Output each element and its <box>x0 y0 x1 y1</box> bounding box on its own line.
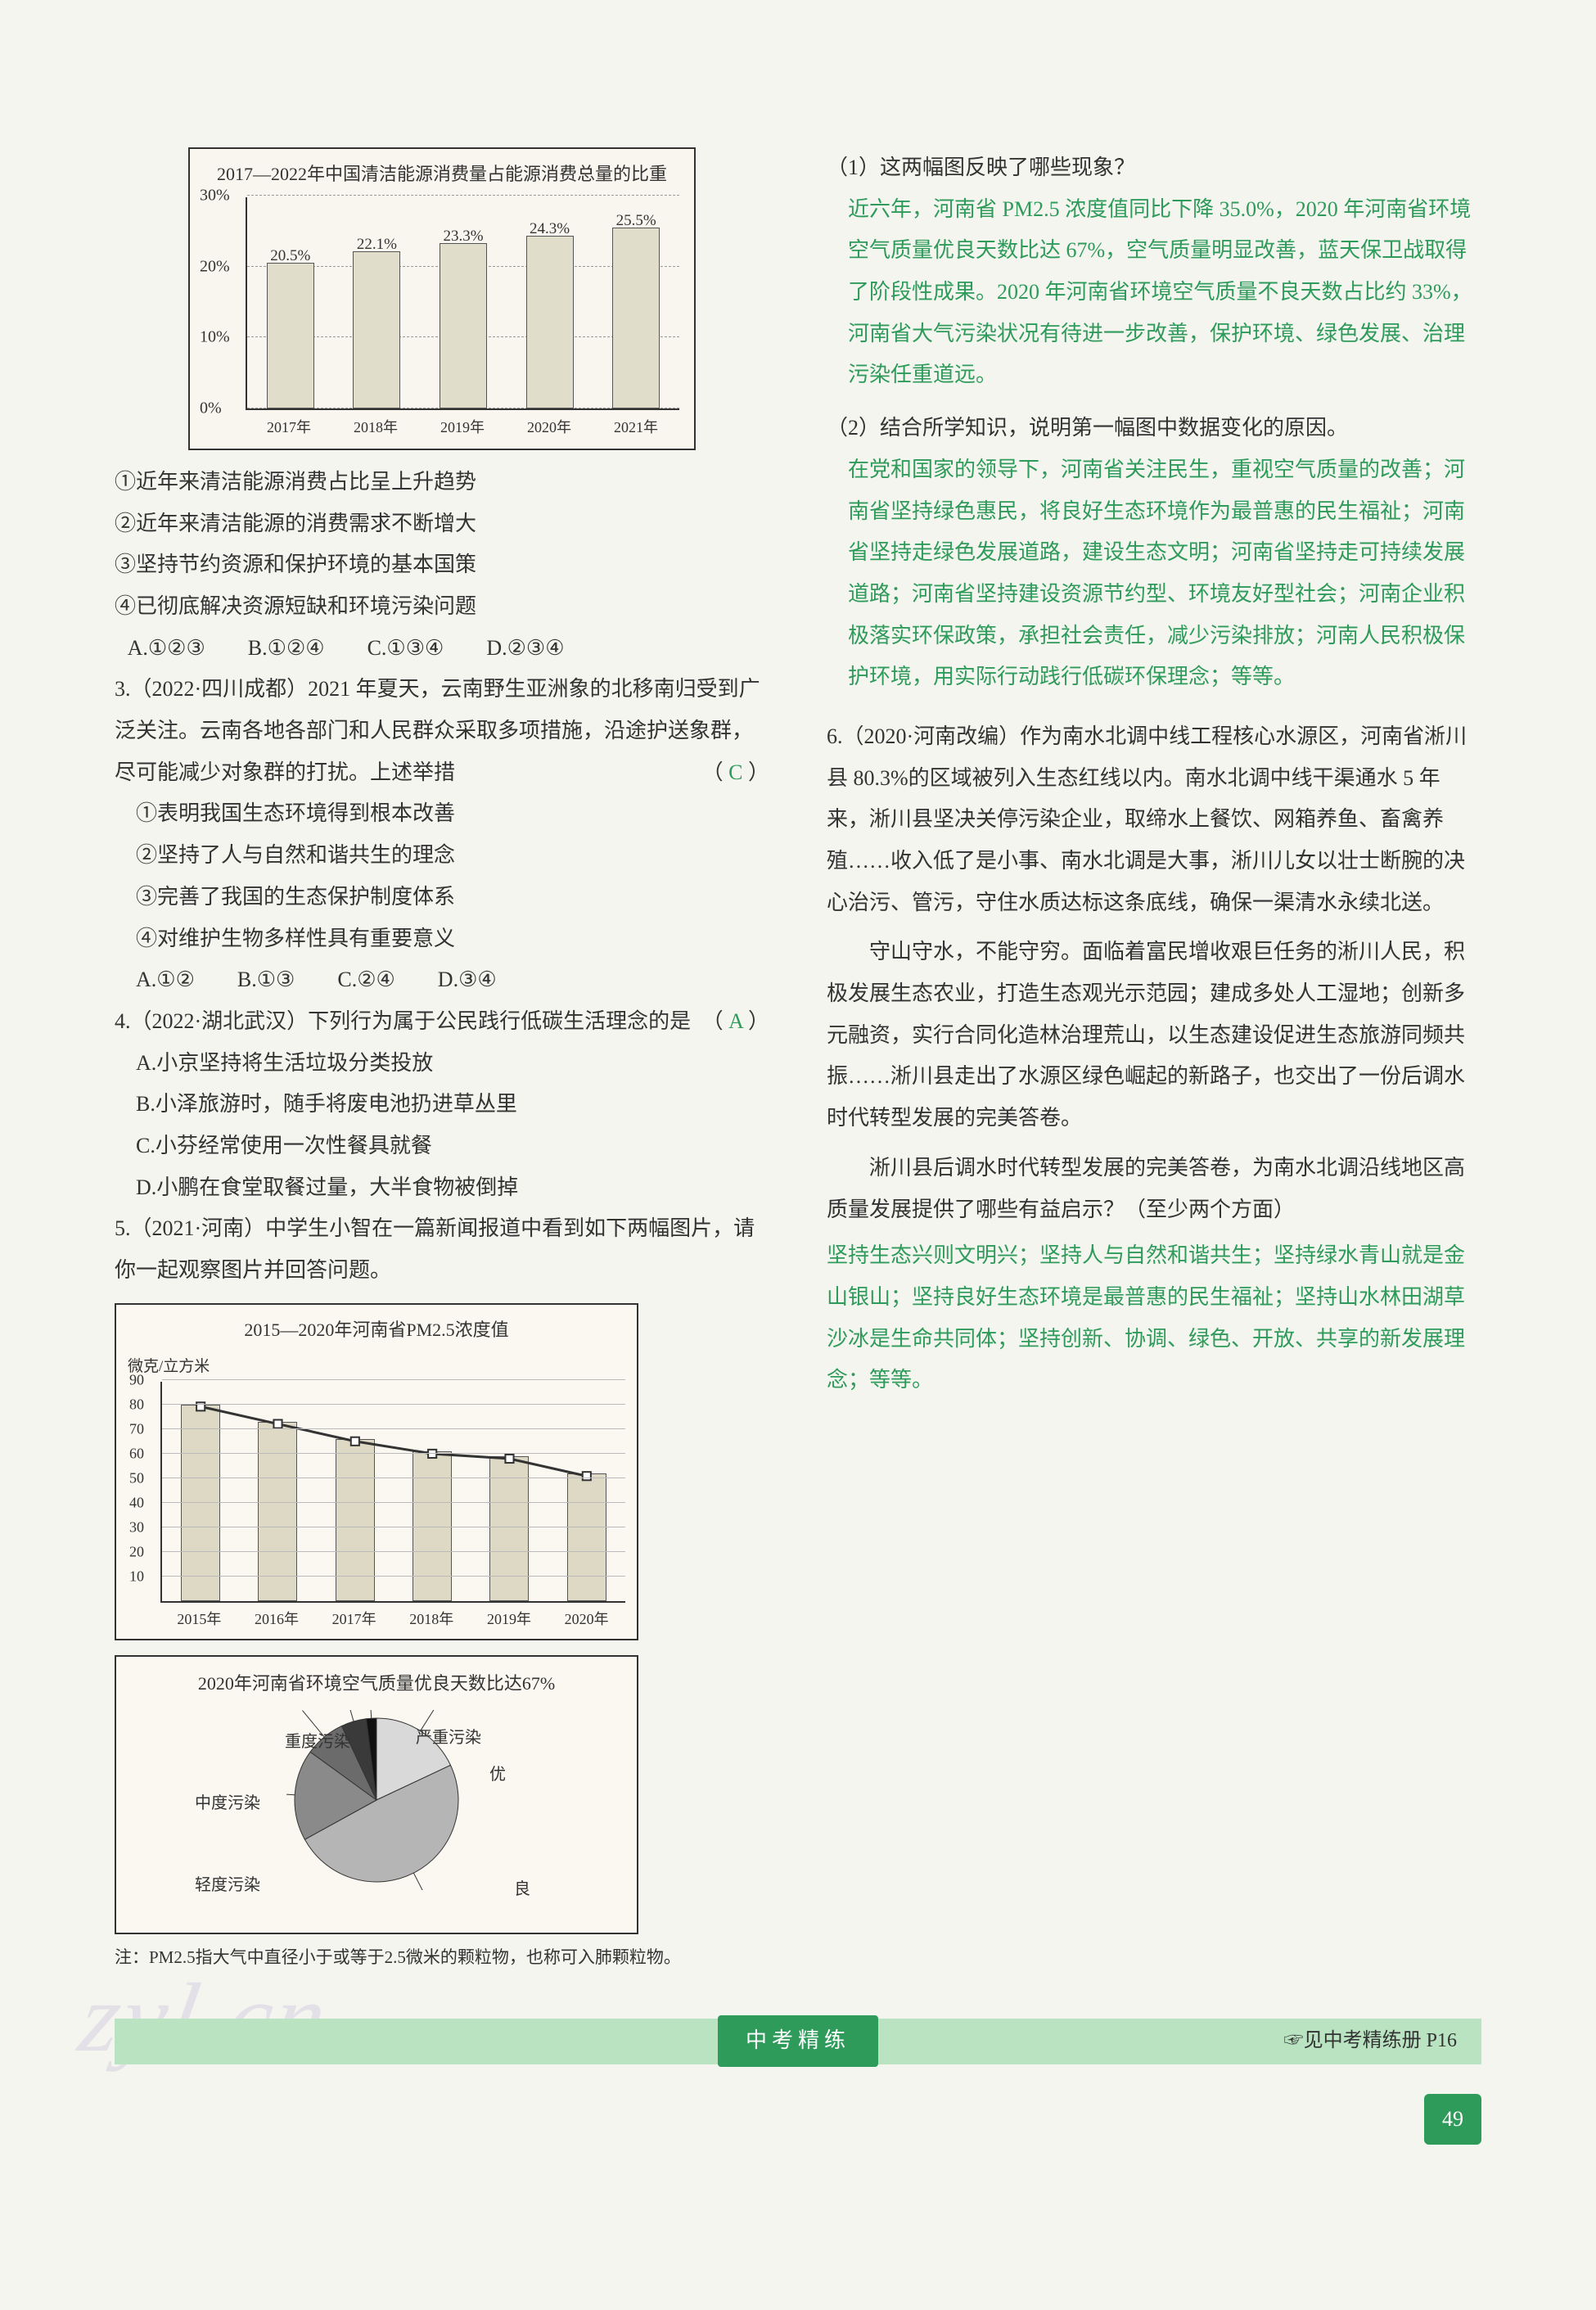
chart2-xlabels: 2015年2016年2017年2018年2019年2020年 <box>160 1605 625 1634</box>
footer-ref: ☞见中考精练册 P16 <box>1284 2022 1481 2060</box>
q2-stmt3: ③坚持节约资源和保护环境的基本国策 <box>115 544 769 586</box>
q5-sub1: （1）这两幅图反映了哪些现象？ <box>827 147 1481 189</box>
pie-title: 2020年河南省环境空气质量优良天数比达67% <box>129 1667 624 1702</box>
chart1-title: 2017—2022年中国清洁能源消费量占能源消费总量的比重 <box>205 157 679 192</box>
q4-d: D.小鹏在食堂取餐过量，大半食物被倒掉 <box>115 1167 769 1209</box>
q5-stem: 5.（2021·河南）中学生小智在一篇新闻报道中看到如下两幅图片，请你一起观察图… <box>115 1208 769 1291</box>
chart1-xlabels: 2017年2018年2019年2020年2021年 <box>246 413 679 442</box>
q6-ans: 坚持生态兴则文明兴；坚持人与自然和谐共生；坚持绿水青山就是金山银山；坚持良好生态… <box>827 1235 1481 1401</box>
q4-a: A.小京坚持将生活垃圾分类投放 <box>115 1043 769 1085</box>
q3-s3: ③完善了我国的生态保护制度体系 <box>115 877 769 918</box>
paren-l: （ <box>702 1009 724 1033</box>
pie-chart: 2020年河南省环境空气质量优良天数比达67% 优良轻度污染中度污染重度污染严重… <box>115 1655 638 1934</box>
q4-stem-text: 4.（2022·湖北武汉）下列行为属于公民践行低碳生活理念的是 <box>115 1009 691 1033</box>
q5-sub2: （2）结合所学知识，说明第一幅图中数据变化的原因。 <box>827 408 1481 449</box>
q3-answer: C <box>728 760 742 784</box>
paren-l: （ <box>702 760 724 784</box>
page: 2017—2022年中国清洁能源消费量占能源消费总量的比重 0%10%20%30… <box>115 147 1481 1974</box>
chart1-plot: 0%10%20%30%20.5%22.1%23.3%24.3%25.5% <box>246 197 679 410</box>
q3-stem: 3.（2022·四川成都）2021 年夏天，云南野生亚洲象的北移南归受到广泛关注… <box>115 669 769 793</box>
q2-stmt2: ②近年来清洁能源的消费需求不断增大 <box>115 503 769 545</box>
q6-stem: 6.（2020·河南改编）作为南水北调中线工程核心水源区，河南省淅川县 80.3… <box>827 716 1481 923</box>
right-column: （1）这两幅图反映了哪些现象？ 近六年，河南省 PM2.5 浓度值同比下降 35… <box>827 147 1481 1974</box>
left-column: 2017—2022年中国清洁能源消费量占能源消费总量的比重 0%10%20%30… <box>115 147 769 1974</box>
q4-answer: A <box>728 1009 742 1033</box>
page-number-wrap: 49 <box>115 2094 1481 2145</box>
q5-ans2: 在党和国家的领导下，河南省关注民生，重视空气质量的改善；河南省坚持绿色惠民，将良… <box>827 449 1481 698</box>
pie-area: 优良轻度污染中度污染重度污染严重污染 <box>129 1710 624 1923</box>
footer-title: 中考精练 <box>718 2015 878 2067</box>
page-number: 49 <box>1424 2094 1481 2145</box>
q3-stem-text: 3.（2022·四川成都）2021 年夏天，云南野生亚洲象的北移南归受到广泛关注… <box>115 677 760 783</box>
q3-s1: ①表明我国生态环境得到根本改善 <box>115 793 769 835</box>
chart2-title: 2015—2020年河南省PM2.5浓度值 <box>128 1313 625 1348</box>
q2-options: A.①②③ B.①②④ C.①③④ D.②③④ <box>115 628 769 670</box>
q4-b: B.小泽旅游时，随手将废电池扔进草丛里 <box>115 1084 769 1126</box>
q4-c: C.小芬经常使用一次性餐具就餐 <box>115 1126 769 1167</box>
q2-stmt4: ④已彻底解决资源短缺和环境污染问题 <box>115 586 769 628</box>
q2-stmt1: ①近年来清洁能源消费占比呈上升趋势 <box>115 462 769 503</box>
chart2-plot: 102030405060708090 <box>160 1382 625 1603</box>
q4-stem: 4.（2022·湖北武汉）下列行为属于公民践行低碳生活理念的是 （ A ） <box>115 1001 769 1043</box>
q6-p3: 淅川县后调水时代转型发展的完美答卷，为南水北调沿线地区高质量发展提供了哪些有益启… <box>827 1148 1481 1230</box>
q5-ans1: 近六年，河南省 PM2.5 浓度值同比下降 35.0%，2020 年河南省环境空… <box>827 189 1481 396</box>
paren-r: ） <box>748 760 769 784</box>
chart1: 2017—2022年中国清洁能源消费量占能源消费总量的比重 0%10%20%30… <box>188 147 696 450</box>
paren-r: ） <box>748 1009 769 1033</box>
q6-p2: 守山守水，不能守穷。面临着富民增收艰巨任务的淅川人民，积极发展生态农业，打造生态… <box>827 932 1481 1139</box>
chart2-ylabel: 微克/立方米 <box>128 1351 625 1382</box>
q3-s2: ②坚持了人与自然和谐共生的理念 <box>115 835 769 877</box>
chart2: 2015—2020年河南省PM2.5浓度值 微克/立方米 10203040506… <box>115 1303 638 1640</box>
q3-s4: ④对维护生物多样性具有重要意义 <box>115 918 769 960</box>
q3-options: A.①② B.①③ C.②④ D.③④ <box>115 959 769 1001</box>
pm25-note: 注：PM2.5指大气中直径小于或等于2.5微米的颗粒物，也称可入肺颗粒物。 <box>115 1941 769 1974</box>
footer-bar: 中考精练 ☞见中考精练册 P16 <box>115 2019 1481 2064</box>
